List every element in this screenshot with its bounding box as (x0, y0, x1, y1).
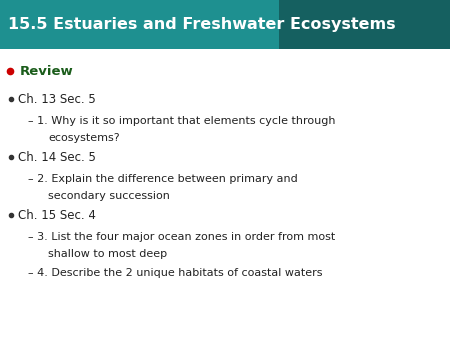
Text: Review: Review (20, 65, 74, 77)
Text: shallow to most deep: shallow to most deep (48, 249, 167, 259)
Text: – 2. Explain the difference between primary and: – 2. Explain the difference between prim… (28, 174, 298, 184)
Text: – 4. Describe the 2 unique habitats of coastal waters: – 4. Describe the 2 unique habitats of c… (28, 268, 323, 278)
Bar (279, 0, 450, 49)
Text: – 3. List the four major ocean zones in order from most: – 3. List the four major ocean zones in … (28, 232, 335, 242)
Text: Ch. 14 Sec. 5: Ch. 14 Sec. 5 (18, 150, 96, 164)
Text: Ch. 13 Sec. 5: Ch. 13 Sec. 5 (18, 93, 96, 105)
Text: Ch. 15 Sec. 4: Ch. 15 Sec. 4 (18, 209, 96, 221)
Text: secondary succession: secondary succession (48, 191, 170, 201)
Text: 15.5 Estuaries and Freshwater Ecosystems: 15.5 Estuaries and Freshwater Ecosystems (8, 17, 396, 32)
Text: ecosystems?: ecosystems? (48, 133, 120, 143)
Text: – 1. Why is it so important that elements cycle through: – 1. Why is it so important that element… (28, 116, 336, 126)
Bar (0, 0, 279, 49)
